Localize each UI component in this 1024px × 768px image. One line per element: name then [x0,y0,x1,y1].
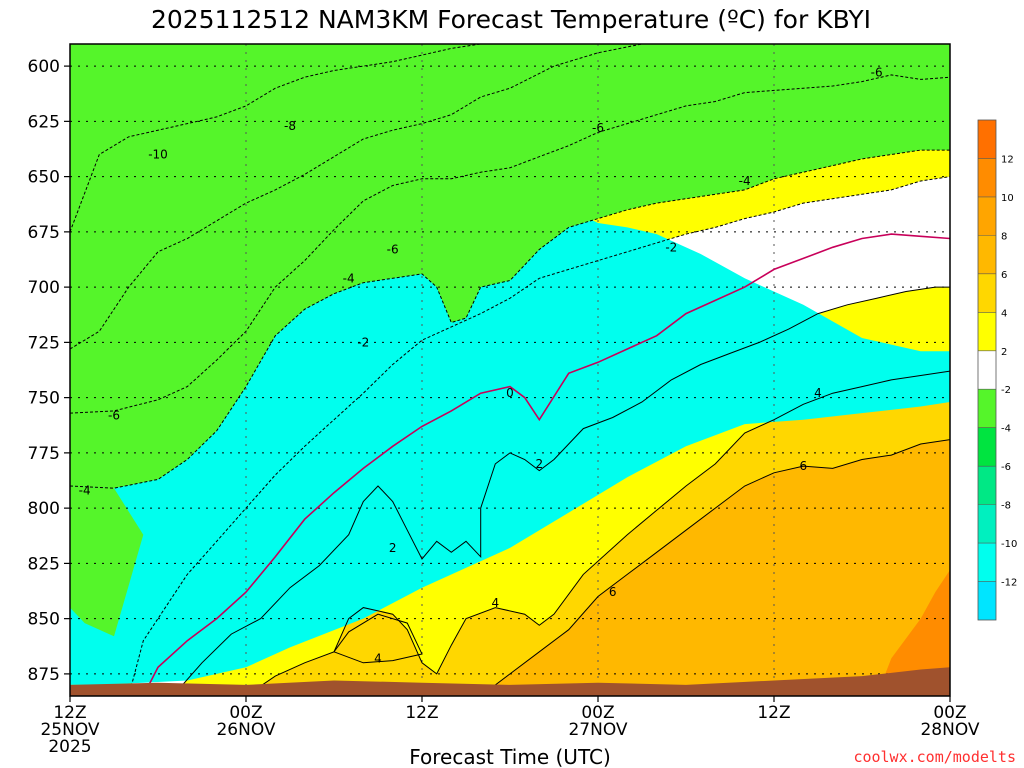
colorbar-tick-label: 8 [1001,231,1007,242]
contour-6-line [333,613,423,664]
y-axis: 600 625 650 675 700 725 750 775 800 825 850 875 [28,57,70,685]
colorbar-bin [978,466,996,505]
y-tick-label: 800 [28,499,60,519]
colorbar-frame [977,119,997,621]
colorbar-bin [978,504,996,544]
colorbar: 12 10 8 6 4 2 -2 -4 -6 -8 -10 -12 [977,119,1017,621]
colorbar-tick-label: -4 [1001,424,1011,435]
colorbar-tick-label: 4 [1001,308,1007,319]
contour-lines [70,44,950,696]
colorbar-tick-label: -12 [1001,578,1017,589]
contour-label: -2 [665,240,677,254]
colorbar-tick-label: 6 [1001,270,1007,281]
colorbar-tick-label: 10 [1001,193,1014,204]
contour-label: 0 [506,386,514,400]
colorbar-bin [978,273,996,313]
contour--6-line [70,74,950,414]
contour-label: 4 [492,596,500,610]
plot-frame [69,43,951,697]
contour-label: -6 [387,243,399,257]
contour-label: -6 [592,121,604,135]
band-hot [876,570,950,696]
contour-label: 6 [800,459,808,473]
y-tick-label: 675 [28,223,60,243]
colorbar-bin [978,581,996,620]
contour-label: 2 [389,541,397,555]
contour-label: -4 [79,483,91,497]
y-tick-label: 650 [28,168,60,188]
contour--10-line [70,44,481,233]
contour-label: -6 [108,408,120,422]
x-tick-label: 26NOV [216,720,275,740]
terrain-shape [70,667,950,696]
colorbar-bin [978,158,996,197]
chart-title: 2025112512 NAM3KM Forecast Temperature (… [151,5,871,34]
y-tick-label: 600 [28,57,60,77]
y-tick-label: 875 [28,665,60,685]
contour-label: 2 [536,457,544,471]
contour-label: 4 [374,651,382,665]
colorbar-tick-label: 2 [1001,347,1007,358]
y-tick-label: 725 [28,333,60,353]
contour-4-line [245,370,950,696]
x-tick-label: 00Z [581,703,614,723]
y-tick-label: 850 [28,610,60,630]
contour-0-line [142,233,950,696]
y-tick-label: 700 [28,278,60,298]
y-tick-label: 825 [28,554,60,574]
band-5 [70,44,950,489]
colorbar-tick-label: 12 [1001,154,1014,165]
x-tick-label: 27NOV [568,720,627,740]
colorbar-bin [978,427,996,467]
contour-label: -2 [357,335,369,349]
colorbar-tick-label: -8 [1001,501,1011,512]
terrain-layer [70,667,950,696]
x-tick-label: 00Z [229,703,262,723]
contour-label: -8 [284,119,296,133]
contour-labels: -10 -8 -6 -6 -6 -4 -4 -4 -6 -2 -2 0 2 2 4 4 4 6 6 [79,66,883,666]
x-tick-label: 28NOV [920,720,979,740]
colorbar-bin [978,350,996,390]
contour-label: 6 [609,585,617,599]
y-tick-label: 625 [28,112,60,132]
contour--2-line [128,176,950,696]
contour-label: 4 [814,386,822,400]
colorbar-bin [978,235,996,274]
band-warm-3 [480,439,950,696]
x-tick-label: 00Z [933,703,966,723]
y-tick-label: 750 [28,389,60,409]
colorbar-bin [978,196,996,236]
colorbar-tick-label: -2 [1001,385,1011,396]
x-tick-label: 12Z [405,703,438,723]
x-tick-label: 25NOV [40,720,99,740]
contour-6-line [480,439,950,696]
band-pocket [70,486,144,637]
x-tick-label: 2025 [48,737,91,757]
grid-lines [70,44,950,696]
contour-label: -4 [739,174,751,188]
colorbar-bin [978,120,996,159]
x-tick-label: 12Z [757,703,790,723]
contour-2-line [172,286,950,696]
x-tick-label: 12Z [53,703,86,723]
colorbar-tick-label: -6 [1001,462,1011,473]
contour-label: -10 [148,148,168,162]
contour-label: -4 [343,271,355,285]
x-axis-label: Forecast Time (UTC) [409,745,611,768]
y-tick-label: 775 [28,444,60,464]
colorbar-bin [978,312,996,351]
colorbar-bin [978,389,996,428]
temperature-fill-layer [70,44,950,696]
colorbar-bin [978,543,996,582]
credit-text: coolwx.com/modelts [853,748,1016,766]
colorbar-tick-label: -10 [1001,539,1017,550]
contour-label: -6 [871,66,883,80]
